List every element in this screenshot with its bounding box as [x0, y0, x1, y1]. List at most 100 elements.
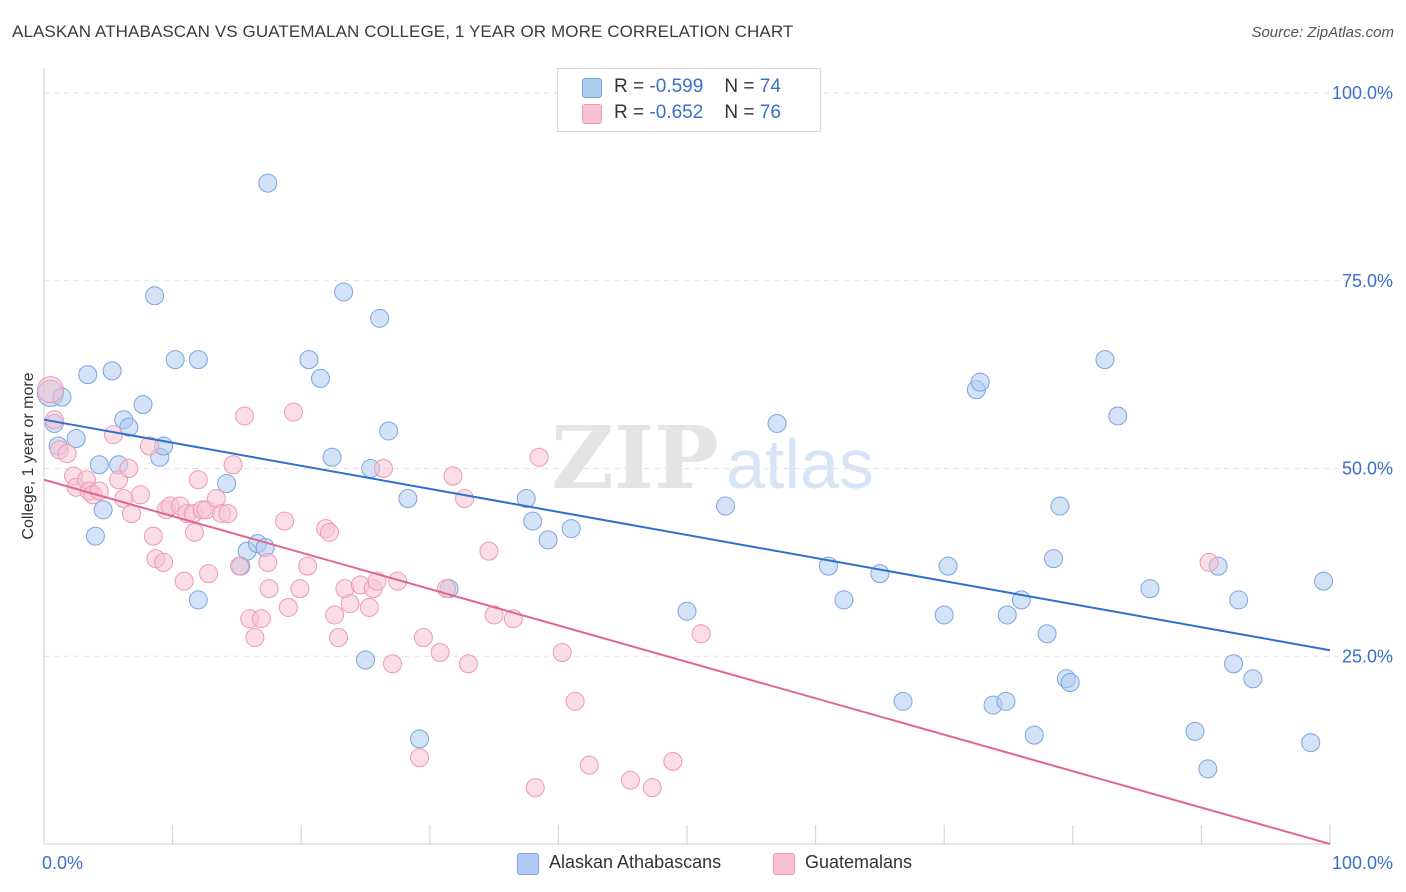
tick-labels: 100.0% 75.0% 50.0% 25.0% 0.0% 100.0%: [42, 83, 1393, 873]
data-point: [1314, 571, 1334, 591]
data-point: [154, 552, 174, 572]
data-point: [834, 590, 854, 610]
bottom-legend-swatch-blue: [517, 853, 539, 875]
x-tick-label-min: 0.0%: [42, 853, 83, 873]
data-point: [319, 522, 339, 542]
data-point: [85, 526, 105, 546]
data-point: [119, 459, 139, 479]
legend-swatch-blue: [582, 78, 602, 98]
data-point: [1095, 350, 1115, 370]
data-point: [245, 627, 265, 647]
data-point: [130, 485, 150, 505]
y-tick-label: 100.0%: [1332, 83, 1393, 103]
data-point: [89, 481, 109, 501]
data-point: [143, 526, 163, 546]
legend-swatch-pink: [582, 104, 602, 124]
data-point: [370, 308, 390, 328]
data-point: [103, 425, 123, 445]
data-point: [133, 395, 153, 415]
data-point: [379, 421, 399, 441]
trend-line-pink: [43, 478, 1331, 845]
data-point: [1037, 624, 1057, 644]
data-point: [283, 402, 303, 422]
data-point: [579, 755, 599, 775]
data-point: [310, 368, 330, 388]
data-point: [259, 579, 279, 599]
data-point: [388, 571, 408, 591]
data-point: [145, 286, 165, 306]
data-point: [1229, 590, 1249, 610]
data-point: [1024, 725, 1044, 745]
data-point: [322, 447, 342, 467]
data-point: [36, 376, 64, 404]
data-point: [374, 459, 394, 479]
data-point: [229, 556, 249, 576]
bottom-legend-label-pink: Guatemalans: [805, 852, 913, 872]
data-point: [1185, 721, 1205, 741]
data-point: [89, 455, 109, 475]
chart-title: ALASKAN ATHABASCAN VS GUATEMALAN COLLEGE…: [12, 22, 794, 41]
data-point: [1108, 406, 1128, 426]
data-point: [258, 173, 278, 193]
data-point: [217, 474, 237, 494]
watermark-zip: ZIP: [551, 408, 719, 509]
legend-n-value-pink: 76: [759, 102, 781, 123]
data-point: [356, 650, 375, 670]
data-point: [398, 489, 418, 509]
data-point: [93, 500, 113, 520]
data-point: [299, 350, 319, 370]
data-point: [410, 729, 430, 749]
watermark-atlas: atlas: [726, 425, 874, 503]
data-point: [1198, 759, 1218, 779]
data-point: [359, 597, 379, 617]
data-point: [1060, 673, 1080, 693]
data-point: [997, 605, 1017, 625]
legend-box: R = -0.599 N = 74 R = -0.652 N = 76: [557, 68, 821, 132]
data-point: [677, 601, 697, 621]
data-point: [325, 605, 345, 625]
data-point: [479, 541, 499, 561]
data-point: [565, 691, 585, 711]
data-point: [934, 605, 954, 625]
data-point: [1243, 669, 1263, 689]
data-point: [430, 643, 450, 662]
data-point: [938, 556, 958, 576]
data-point: [1140, 579, 1160, 599]
data-point: [996, 691, 1016, 711]
legend-r-label: R =: [614, 102, 645, 123]
data-point: [57, 443, 77, 463]
data-point: [538, 530, 558, 550]
data-point: [620, 770, 640, 790]
data-point: [1044, 549, 1064, 569]
legend-r-value-pink: -0.652: [649, 102, 704, 123]
y-tick-label: 75.0%: [1342, 271, 1393, 291]
data-point: [484, 605, 504, 625]
bottom-legend-label-blue: Alaskan Athabascans: [549, 852, 722, 872]
data-point: [870, 564, 890, 584]
data-point: [235, 406, 255, 426]
data-point: [1050, 496, 1070, 516]
data-point: [458, 654, 478, 674]
data-point: [334, 282, 354, 302]
data-point: [184, 522, 204, 542]
data-point: [561, 519, 581, 539]
data-point: [529, 447, 549, 467]
data-point: [188, 350, 208, 370]
trend-lines: [43, 418, 1331, 845]
data-point: [298, 556, 318, 576]
watermark: ZIP atlas: [551, 408, 874, 509]
data-point: [455, 489, 475, 509]
data-point: [102, 361, 122, 381]
series-guatemalans: [36, 376, 1219, 798]
data-point: [278, 597, 298, 617]
data-point: [174, 571, 194, 591]
data-point: [340, 594, 360, 614]
data-point: [523, 511, 543, 531]
data-point: [663, 751, 683, 771]
bottom-legend-swatch-pink: [773, 853, 795, 875]
data-point: [716, 496, 736, 516]
data-point: [691, 624, 711, 644]
legend-n-label: N =: [724, 76, 755, 97]
data-point: [66, 428, 86, 448]
axes: [43, 68, 1331, 845]
